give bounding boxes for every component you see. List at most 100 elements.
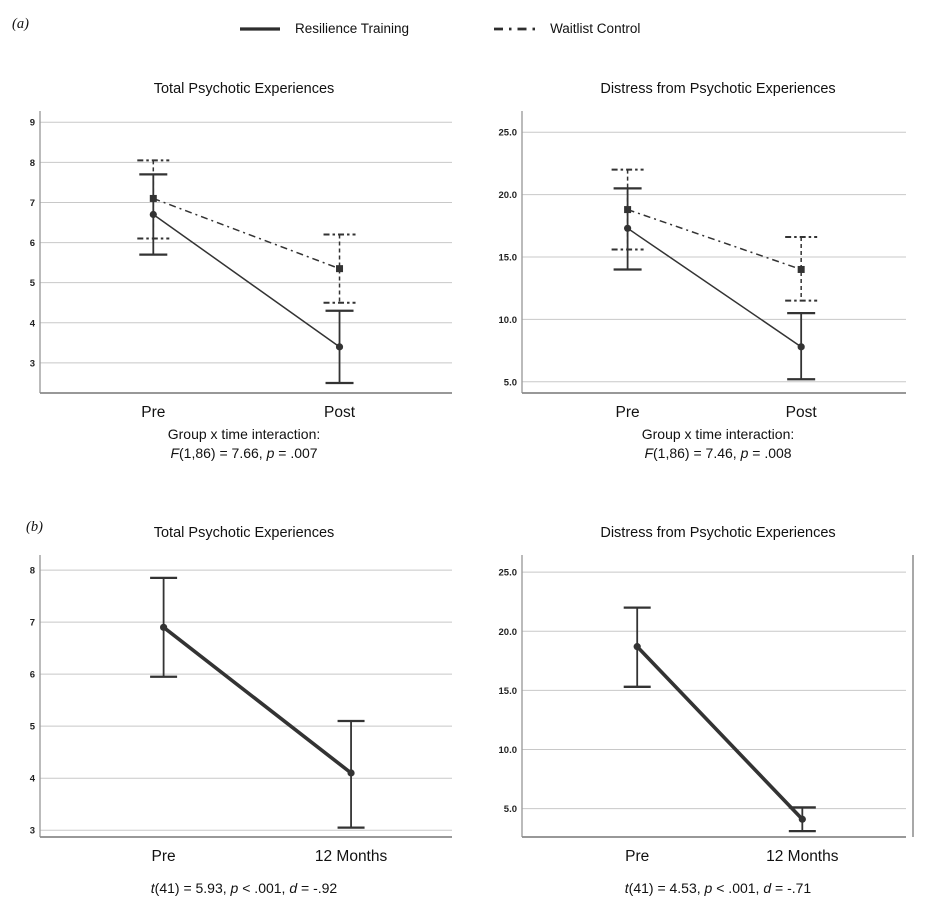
y-tick-label: 7 <box>30 198 35 209</box>
y-tick-label: 4 <box>30 774 36 785</box>
x-axis-label: Post <box>786 404 818 421</box>
series-line <box>162 625 353 775</box>
panel-a-label: (a) <box>12 16 29 32</box>
data-point-marker-circle <box>624 224 632 232</box>
stats-line: F(1,86) = 7.66, p = .007 <box>44 444 444 463</box>
series-line <box>635 645 804 821</box>
data-point-marker-circle <box>347 769 355 777</box>
stats-text-segment: F <box>170 445 179 461</box>
chart-block-b-distress-psychotic-experiences: Distress from Psychotic Experiences 5.0 1… <box>482 524 942 898</box>
chart-title: Total Psychotic Experiences <box>153 81 335 97</box>
stats-text-segment: < .001, <box>238 880 290 896</box>
data-point-marker-circle <box>633 643 641 651</box>
data-point-marker-circle <box>798 815 806 823</box>
stats-text-segment: p <box>740 445 749 461</box>
stats-text-segment: Group x time interaction: <box>641 426 795 442</box>
x-axis-label: 12 Months <box>766 848 839 865</box>
y-tick-label: 8 <box>30 158 35 169</box>
chart-block-b-total-psychotic-experiences: Total Psychotic Experiences 3 4 5 6 7 8 Pre 12 … <box>8 524 468 898</box>
stats-text-segment: d <box>289 880 298 896</box>
y-tick-label: 25.0 <box>499 128 518 139</box>
series-line <box>627 208 802 271</box>
y-tick-label: 6 <box>30 670 35 681</box>
stats-text-segment: d <box>763 880 772 896</box>
stats-text-segment: p <box>230 880 239 896</box>
data-point-marker-circle <box>149 210 157 219</box>
solid-line-sample-icon <box>240 26 280 31</box>
stats-line: t(41) = 4.53, p < .001, d = -.71 <box>518 879 918 898</box>
stats-text-segment: p <box>704 880 713 896</box>
stats-line: F(1,86) = 7.46, p = .008 <box>518 444 918 463</box>
y-tick-label: 5 <box>30 722 36 733</box>
stats-text-segment: (41) = 5.93, <box>154 880 231 896</box>
stats-text-segment: p <box>266 445 275 461</box>
y-tick-label: 5.0 <box>504 804 517 815</box>
stats-line: t(41) = 5.93, p < .001, d = -.92 <box>44 879 444 898</box>
y-tick-label: 20.0 <box>499 190 518 201</box>
stats-caption: t(41) = 4.53, p < .001, d = -.71 <box>518 879 918 898</box>
y-tick-label: 25.0 <box>499 568 518 579</box>
y-tick-label: 10.0 <box>499 315 518 326</box>
stats-text-segment: = -.71 <box>771 880 812 896</box>
x-axis-label: Pre <box>141 404 165 421</box>
stats-caption: t(41) = 5.93, p < .001, d = -.92 <box>44 879 444 898</box>
series-line <box>153 197 340 270</box>
x-axis-label: Post <box>324 404 356 421</box>
chart-title: Distress from Psychotic Experiences <box>600 81 836 97</box>
stats-text-segment: (41) = 4.53, <box>628 880 705 896</box>
y-tick-label: 20.0 <box>499 627 518 638</box>
dashed-line-sample-icon <box>494 27 537 30</box>
chart-block-a-distress-psychotic-experiences: Distress from Psychotic Experiences 5.0 1… <box>482 80 942 463</box>
chart-block-a-total-psychotic-experiences: Total Psychotic Experiences 3 4 5 6 7 8 9 Pre Po… <box>8 80 468 463</box>
series-line <box>152 213 340 348</box>
y-tick-label: 10.0 <box>499 745 518 756</box>
stats-text-segment: < .001, <box>712 880 764 896</box>
stats-text-segment: t <box>624 880 629 896</box>
legend-item-resilience-training: Resilience Training <box>238 21 409 36</box>
legend: Resilience Training Waitlist Control <box>238 21 640 36</box>
legend-item-waitlist-control: Waitlist Control <box>493 21 640 36</box>
y-tick-label: 4 <box>30 318 36 329</box>
stats-text-segment: F <box>644 445 653 461</box>
chart-title: Distress from Psychotic Experiences <box>600 525 836 541</box>
x-axis-label: 12 Months <box>315 848 388 865</box>
legend-label-waitlist-control: Waitlist Control <box>550 21 641 36</box>
x-axis-label: Pre <box>616 404 640 421</box>
data-point-marker-circle <box>335 343 344 351</box>
stats-text-segment: t <box>150 880 155 896</box>
stats-text-segment: (1,86) = 7.66, <box>179 445 267 461</box>
data-point-marker-square <box>336 265 344 273</box>
x-axis-label: Pre <box>152 848 176 865</box>
stats-caption: Group x time interaction: F(1,86) = 7.66,… <box>44 425 444 463</box>
line-chart-followup-distress: 5.0 10.0 15.0 20.0 25.0 Pre 12 Months <box>499 555 914 865</box>
stats-text-segment: = .007 <box>274 445 318 461</box>
stats-text-segment: (1,86) = 7.46, <box>653 445 741 461</box>
line-chart-pre-post-total: 3 4 5 6 7 8 9 Pre Post <box>30 111 452 421</box>
series-line <box>627 227 802 348</box>
y-tick-label: 15.0 <box>499 252 518 263</box>
y-tick-label: 15.0 <box>499 686 518 697</box>
y-tick-label: 7 <box>30 618 35 629</box>
y-tick-label: 3 <box>30 358 35 369</box>
x-axis-label: Pre <box>625 848 649 865</box>
panel-b-label: (b) <box>26 519 43 535</box>
stats-line: Group x time interaction: <box>44 425 444 444</box>
line-chart-followup-total: 3 4 5 6 7 8 Pre 12 Months <box>30 555 452 865</box>
line-chart-pre-post-distress: 5.0 10.0 15.0 20.0 25.0 Pre Post <box>499 111 906 421</box>
stats-caption: Group x time interaction: F(1,86) = 7.46,… <box>518 425 918 463</box>
y-tick-label: 6 <box>30 238 35 249</box>
data-point-marker-circle <box>797 343 805 351</box>
y-tick-label: 5 <box>30 278 36 289</box>
y-tick-label: 9 <box>30 118 35 129</box>
chart-title: Total Psychotic Experiences <box>153 525 335 541</box>
y-tick-label: 3 <box>30 826 35 837</box>
y-tick-label: 5.0 <box>504 377 517 388</box>
data-point-marker-circle <box>160 623 168 631</box>
stats-text-segment: Group x time interaction: <box>167 426 321 442</box>
legend-label-resilience-training: Resilience Training <box>295 21 410 36</box>
stats-line: Group x time interaction: <box>518 425 918 444</box>
data-point-marker-square <box>797 265 805 273</box>
y-tick-label: 8 <box>30 566 35 577</box>
stats-text-segment: = -.92 <box>297 880 338 896</box>
